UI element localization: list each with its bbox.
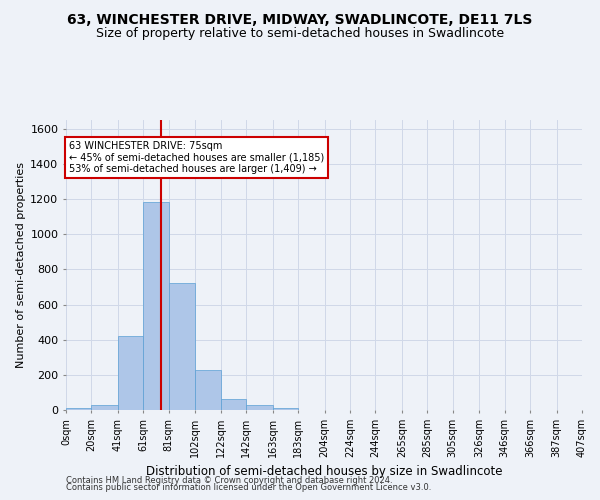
Bar: [118, 336, 143, 410]
Bar: [221, 398, 246, 410]
Bar: [196, 370, 221, 410]
Bar: [91, 404, 118, 410]
Text: 63 WINCHESTER DRIVE: 75sqm
← 45% of semi-detached houses are smaller (1,185)
53%: 63 WINCHESTER DRIVE: 75sqm ← 45% of semi…: [68, 141, 324, 174]
Bar: [66, 408, 91, 410]
Text: Contains HM Land Registry data © Crown copyright and database right 2024.: Contains HM Land Registry data © Crown c…: [66, 476, 392, 485]
Bar: [143, 202, 169, 410]
X-axis label: Distribution of semi-detached houses by size in Swadlincote: Distribution of semi-detached houses by …: [146, 466, 502, 478]
Y-axis label: Number of semi-detached properties: Number of semi-detached properties: [16, 162, 26, 368]
Bar: [169, 284, 196, 410]
Bar: [246, 404, 272, 410]
Bar: [272, 408, 298, 410]
Text: Size of property relative to semi-detached houses in Swadlincote: Size of property relative to semi-detach…: [96, 28, 504, 40]
Text: 63, WINCHESTER DRIVE, MIDWAY, SWADLINCOTE, DE11 7LS: 63, WINCHESTER DRIVE, MIDWAY, SWADLINCOT…: [67, 12, 533, 26]
Text: Contains public sector information licensed under the Open Government Licence v3: Contains public sector information licen…: [66, 484, 431, 492]
